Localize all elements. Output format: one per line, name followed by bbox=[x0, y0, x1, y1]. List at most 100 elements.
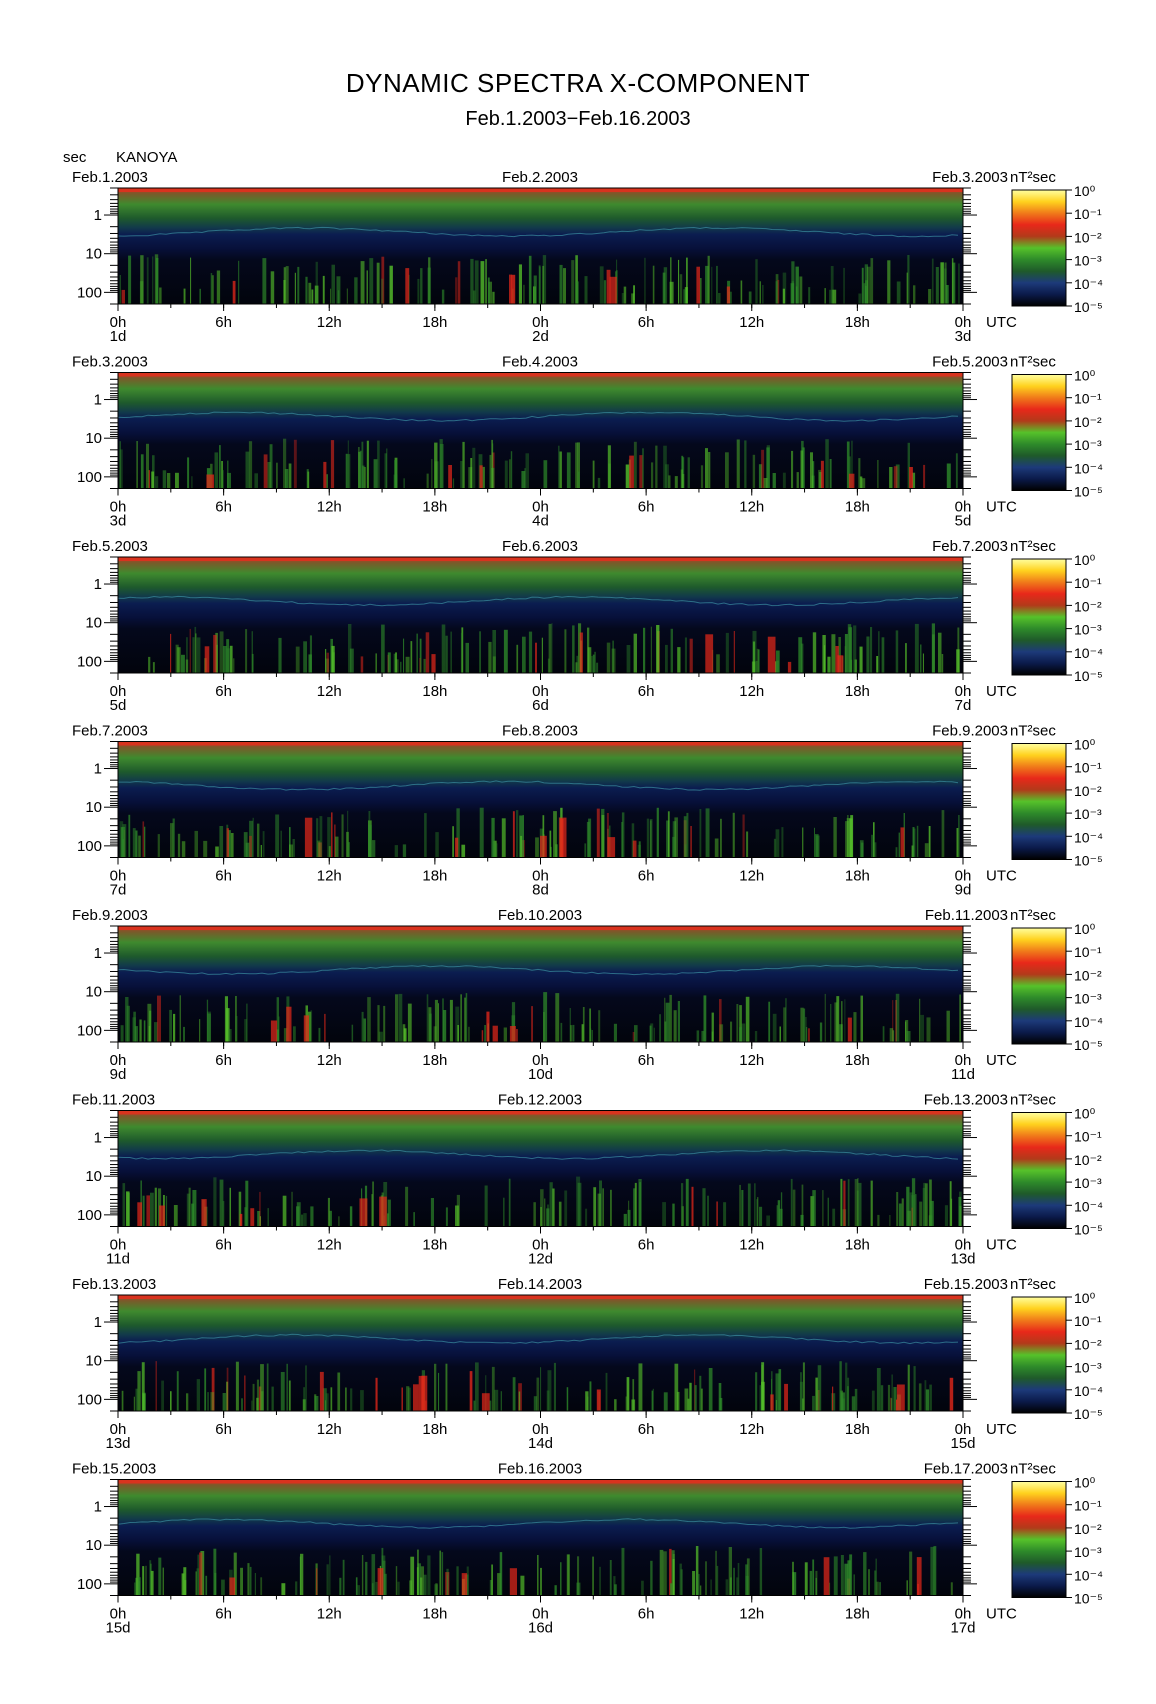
activity-streak bbox=[792, 1561, 794, 1596]
activity-streak bbox=[457, 1025, 459, 1042]
x-tick-label: 0h bbox=[110, 1421, 127, 1438]
activity-streak bbox=[935, 267, 939, 304]
utc-label: UTC bbox=[986, 1237, 1017, 1254]
activity-streak bbox=[906, 1031, 911, 1042]
activity-streak bbox=[728, 1547, 732, 1596]
activity-streak bbox=[328, 846, 331, 858]
activity-streak bbox=[122, 1183, 126, 1227]
chart-title: DYNAMIC SPECTRA X-COMPONENT bbox=[345, 68, 811, 98]
x-tick-label: 6h bbox=[215, 1421, 232, 1438]
activity-streak bbox=[310, 1010, 313, 1042]
activity-streak bbox=[685, 1178, 689, 1227]
activity-streak bbox=[251, 653, 254, 673]
activity-streak bbox=[716, 1565, 719, 1596]
activity-streak bbox=[940, 262, 944, 304]
activity-streak bbox=[516, 1029, 518, 1042]
activity-streak bbox=[752, 454, 756, 489]
activity-streak bbox=[360, 1390, 364, 1411]
activity-streak bbox=[922, 1187, 926, 1227]
spectra-panel: Feb.1.2003 Feb.2.2003 Feb.3.2003 nT²sec 1 10 1… bbox=[72, 169, 1103, 345]
activity-streak bbox=[916, 825, 919, 858]
activity-streak bbox=[542, 265, 545, 304]
activity-streak bbox=[665, 1002, 670, 1042]
activity-streak bbox=[906, 1580, 908, 1596]
activity-streak bbox=[579, 632, 583, 673]
activity-streak bbox=[575, 281, 579, 304]
activity-streak bbox=[696, 1030, 700, 1042]
activity-streak bbox=[755, 660, 758, 673]
activity-streak bbox=[241, 1398, 243, 1411]
y-tick-label: 100 bbox=[77, 1576, 102, 1593]
x-tick-label: 6h bbox=[638, 314, 655, 331]
activity-streak bbox=[183, 288, 186, 304]
activity-streak bbox=[824, 288, 826, 304]
colorbar-tick-label: 10⁻¹ bbox=[1074, 1498, 1102, 1514]
activity-streak bbox=[646, 818, 650, 858]
activity-streak bbox=[219, 826, 224, 858]
activity-streak bbox=[928, 826, 931, 858]
spectrogram-activity bbox=[148, 623, 960, 673]
activity-streak bbox=[429, 1013, 432, 1042]
activity-streak bbox=[633, 285, 635, 304]
activity-streak bbox=[512, 1377, 516, 1411]
activity-streak bbox=[245, 629, 248, 673]
activity-streak bbox=[958, 1196, 962, 1227]
activity-streak bbox=[401, 1387, 403, 1411]
activity-streak bbox=[525, 453, 529, 489]
activity-streak bbox=[575, 442, 578, 489]
activity-streak bbox=[327, 817, 331, 858]
activity-streak bbox=[889, 1215, 891, 1227]
activity-burst bbox=[413, 1384, 419, 1411]
activity-streak bbox=[357, 1585, 360, 1596]
activity-streak bbox=[460, 461, 463, 489]
activity-streak bbox=[810, 452, 813, 489]
activity-streak bbox=[177, 833, 181, 858]
activity-streak bbox=[360, 450, 362, 489]
activity-streak bbox=[791, 450, 794, 489]
x-tick-label: 18h bbox=[422, 1052, 447, 1069]
activity-streak bbox=[484, 1025, 486, 1042]
activity-streak bbox=[426, 994, 429, 1042]
activity-streak bbox=[671, 1550, 675, 1596]
spectrogram-top-band bbox=[118, 1479, 963, 1484]
activity-streak bbox=[898, 832, 900, 858]
activity-streak bbox=[822, 1190, 824, 1227]
activity-streak bbox=[775, 661, 777, 673]
day-tick-label: 7d bbox=[955, 697, 972, 714]
activity-streak bbox=[410, 641, 413, 673]
activity-streak bbox=[238, 1191, 242, 1227]
activity-streak bbox=[887, 1384, 891, 1411]
activity-streak bbox=[431, 459, 433, 489]
activity-streak bbox=[782, 472, 786, 489]
activity-streak bbox=[590, 1028, 592, 1042]
activity-streak bbox=[210, 1392, 215, 1411]
activity-streak bbox=[761, 449, 765, 489]
activity-streak bbox=[663, 1392, 668, 1411]
activity-streak bbox=[815, 1377, 818, 1411]
activity-burst bbox=[606, 269, 611, 304]
spectra-panel: Feb.15.2003 Feb.16.2003 Feb.17.2003 nT²sec 1… bbox=[72, 1461, 1103, 1637]
activity-streak bbox=[833, 817, 837, 858]
activity-streak bbox=[924, 1183, 928, 1227]
activity-streak bbox=[906, 1186, 910, 1227]
activity-streak bbox=[652, 1388, 654, 1411]
activity-streak bbox=[777, 1200, 781, 1227]
activity-streak bbox=[626, 1377, 630, 1411]
activity-streak bbox=[318, 1027, 321, 1042]
activity-streak bbox=[326, 652, 329, 673]
activity-streak bbox=[663, 445, 667, 489]
activity-streak bbox=[244, 1375, 246, 1411]
activity-burst bbox=[509, 274, 513, 304]
activity-streak bbox=[489, 1400, 492, 1411]
activity-streak bbox=[474, 260, 479, 304]
activity-burst bbox=[492, 1025, 498, 1042]
activity-streak bbox=[488, 641, 492, 673]
x-tick-label: 12h bbox=[739, 314, 764, 331]
activity-streak bbox=[283, 1028, 288, 1042]
activity-streak bbox=[907, 442, 910, 489]
activity-streak bbox=[360, 261, 365, 304]
activity-streak bbox=[692, 1571, 696, 1596]
activity-streak bbox=[611, 648, 616, 673]
activity-streak bbox=[485, 1375, 487, 1411]
activity-streak bbox=[796, 472, 799, 489]
